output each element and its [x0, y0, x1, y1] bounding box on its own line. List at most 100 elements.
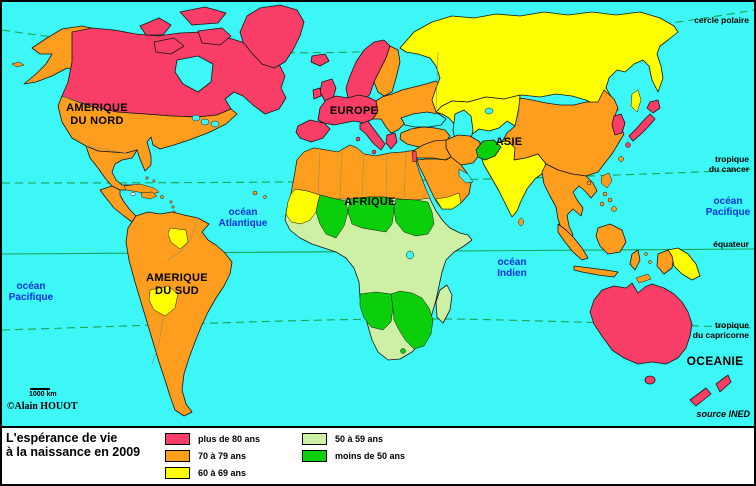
legend-item-70-79: 70 à 79 ans	[165, 450, 246, 462]
map-title: L'espérance de vie à la naissance en 2009	[6, 431, 141, 459]
island-tasmania	[644, 375, 656, 385]
region-australia	[589, 282, 693, 365]
legend-label-moins-50: moins de 50 ans	[335, 451, 406, 461]
south-america	[125, 211, 233, 417]
region-central-america	[99, 185, 137, 223]
island-sicily	[371, 149, 377, 155]
island-sri-lanka	[518, 218, 524, 226]
legend-swatch-moins-50	[302, 450, 327, 462]
scale-bar-line	[30, 388, 50, 390]
island-puerto-rico	[160, 195, 164, 199]
island-cuba	[123, 183, 160, 195]
region-afghanistan	[475, 139, 502, 161]
asia	[399, 11, 701, 284]
legend-swatch-60-69	[165, 467, 190, 479]
cape-verde-islands	[252, 190, 267, 199]
region-guyana	[167, 227, 189, 250]
label-africa: AFRIQUE	[344, 196, 396, 208]
region-bolivia	[148, 285, 179, 317]
europe	[295, 39, 451, 155]
region-sudan	[393, 198, 435, 237]
legend-label-plus-80: plus de 80 ans	[198, 434, 261, 444]
label-north-america: AMERIQUE DU NORD	[66, 102, 128, 127]
label-tropic-capricorn: tropique du capricorne	[692, 320, 749, 340]
region-se-asia	[541, 163, 598, 242]
legend-panel: L'espérance de vie à la naissance en 2009…	[2, 426, 754, 484]
region-north-africa	[290, 144, 431, 201]
north-america	[11, 4, 305, 223]
label-ocean-pacific-west: océan Pacifique	[8, 281, 54, 303]
label-ocean-atlantic: océan Atlantique	[218, 207, 268, 229]
credit-source: source INED	[696, 409, 750, 419]
region-mali	[315, 194, 349, 239]
legend-label-70-79: 70 à 79 ans	[198, 451, 247, 461]
region-lesotho	[400, 348, 406, 354]
arctic-islands	[139, 6, 232, 55]
new-guinea-east	[667, 247, 701, 281]
region-india	[479, 140, 547, 218]
legend-item-plus-80: plus de 80 ans	[165, 433, 260, 445]
region-iberia	[295, 119, 331, 143]
legend-label-50-59: 50 à 59 ans	[335, 434, 384, 444]
scale-bar-label: 1000 km	[29, 391, 57, 398]
region-korea	[611, 113, 626, 136]
legend-swatch-70-79	[165, 450, 190, 462]
label-tropic-cancer: tropique du cancer	[708, 154, 749, 174]
oceania	[589, 282, 732, 407]
island-sardinia	[355, 136, 361, 142]
region-mauritania-sahara	[285, 188, 321, 225]
aral-sea	[484, 107, 494, 115]
black-sea	[400, 111, 447, 128]
region-ireland	[312, 87, 322, 100]
island-jamaica	[130, 192, 136, 196]
great-lakes	[191, 114, 220, 128]
label-equator: équateur	[713, 239, 749, 249]
label-south-america: AMERIQUE DU SUD	[146, 272, 208, 297]
legend-item-moins-50: moins de 50 ans	[302, 450, 405, 462]
legend-swatch-50-59	[302, 433, 327, 445]
label-europe: EUROPE	[329, 105, 379, 117]
new-zealand	[689, 374, 732, 407]
philippines	[599, 172, 617, 212]
region-israel	[411, 150, 418, 163]
legend-swatch-plus-80	[165, 433, 190, 445]
africa	[284, 144, 473, 361]
label-asia: ASIE	[495, 136, 523, 148]
border-sa	[151, 217, 199, 365]
island-hispaniola	[140, 191, 158, 200]
indonesia	[557, 223, 652, 284]
region-angola	[359, 291, 394, 331]
label-ocean-pacific-east: océan Pacifique	[705, 196, 751, 218]
region-yemen	[435, 192, 462, 210]
region-italy	[359, 120, 386, 151]
island-hainan	[586, 180, 592, 186]
aleutian-islands	[11, 61, 25, 68]
island-madagascar	[435, 284, 453, 324]
label-oceania: OCEANIE	[686, 354, 744, 368]
region-finland	[373, 45, 401, 97]
island-taiwan	[618, 156, 624, 162]
world-map-svg	[2, 4, 754, 417]
persian-gulf	[458, 168, 474, 184]
label-polar-circle: cercle polaire	[694, 15, 749, 25]
credit-author: ©Alain HOUOT	[7, 401, 78, 412]
region-iceland	[310, 53, 330, 67]
legend-item-60-69: 60 à 69 ans	[165, 467, 246, 479]
region-greece	[385, 132, 398, 150]
legend-label-60-69: 60 à 69 ans	[198, 468, 247, 478]
region-niger-chad	[347, 196, 395, 233]
world-map: AMERIQUE DU NORD AMERIQUE DU SUD EUROPE AS…	[2, 2, 754, 426]
region-zambia-mozambique	[390, 290, 434, 350]
region-south-america	[125, 211, 233, 417]
hudson-bay	[174, 55, 214, 93]
region-japan	[625, 99, 661, 148]
region-greenland	[239, 4, 305, 69]
tropic-cancer-line	[2, 168, 754, 184]
scale-bar: 1000 km	[29, 388, 69, 398]
island-sakhalin	[630, 89, 642, 113]
legend-item-50-59: 50 à 59 ans	[302, 433, 383, 445]
label-ocean-indian: océan Indien	[497, 257, 527, 279]
internal-borders	[61, 51, 521, 201]
lake-victoria	[406, 250, 414, 260]
